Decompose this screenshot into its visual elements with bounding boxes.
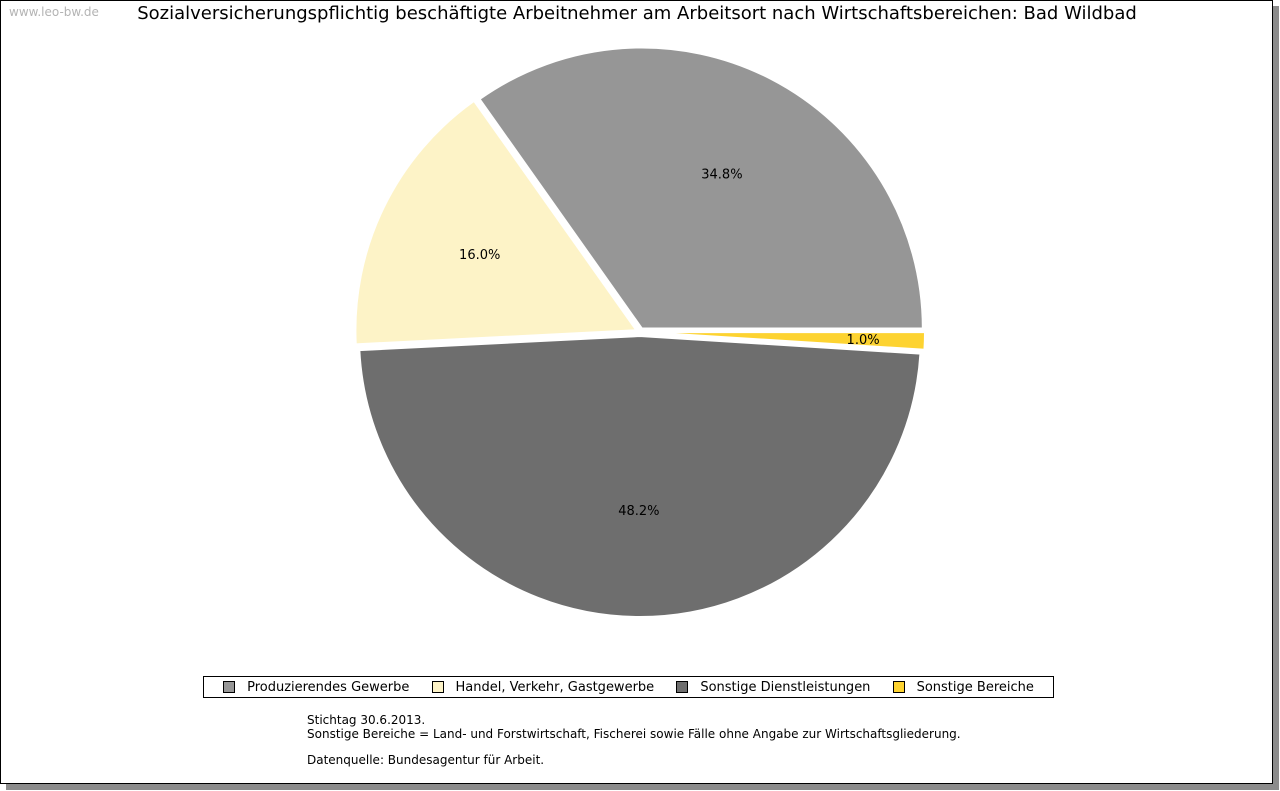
footnotes: Stichtag 30.6.2013. Sonstige Bereiche = … (307, 713, 961, 767)
legend: Produzierendes Gewerbe Handel, Verkehr, G… (203, 676, 1054, 698)
legend-item-sonstige-bereiche: Sonstige Bereiche (892, 679, 1034, 695)
legend-label: Produzierendes Gewerbe (247, 679, 410, 695)
legend-swatch (676, 681, 689, 693)
pie-slice-sonstige-dienstleistungen (358, 334, 922, 618)
watermark: www.leo-bw.de (9, 5, 99, 19)
chart-title: Sozialversicherungspflichtig beschäftigt… (137, 3, 1137, 24)
legend-label: Sonstige Dienstleistungen (700, 679, 871, 695)
slice-label-sonstige-bereiche: 1.0% (847, 333, 880, 348)
slice-label-sonstige-dienstleistungen: 48.2% (618, 504, 659, 519)
legend-swatch (892, 681, 905, 693)
legend-swatch (223, 681, 236, 693)
legend-item-sonstige-dienstleistungen: Sonstige Dienstleistungen (676, 680, 870, 695)
legend-item-produzierendes-gewerbe: Produzierendes Gewerbe (223, 680, 409, 695)
slice-label-handel-verkehr-gastgewerbe: 16.0% (459, 248, 500, 263)
legend-label: Handel, Verkehr, Gastgewerbe (455, 679, 655, 695)
pie-slice-produzierendes-gewerbe (478, 46, 924, 330)
note-stichtag: Stichtag 30.6.2013. (307, 713, 426, 727)
pie-slice-handel-verkehr-gastgewerbe (354, 99, 639, 346)
legend-label: Sonstige Bereiche (916, 679, 1034, 695)
pie-slice-sonstige-bereiche (643, 331, 926, 351)
pie-chart: 34.8% 16.0% 48.2% 1.0% (354, 46, 926, 618)
note-definition: Sonstige Bereiche = Land- und Forstwirts… (307, 727, 961, 741)
legend-item-handel-verkehr-gastgewerbe: Handel, Verkehr, Gastgewerbe (431, 679, 655, 695)
slice-label-produzierendes-gewerbe: 34.8% (701, 168, 742, 183)
note-source: Datenquelle: Bundesagentur für Arbeit. (307, 753, 545, 767)
legend-swatch (431, 681, 444, 693)
